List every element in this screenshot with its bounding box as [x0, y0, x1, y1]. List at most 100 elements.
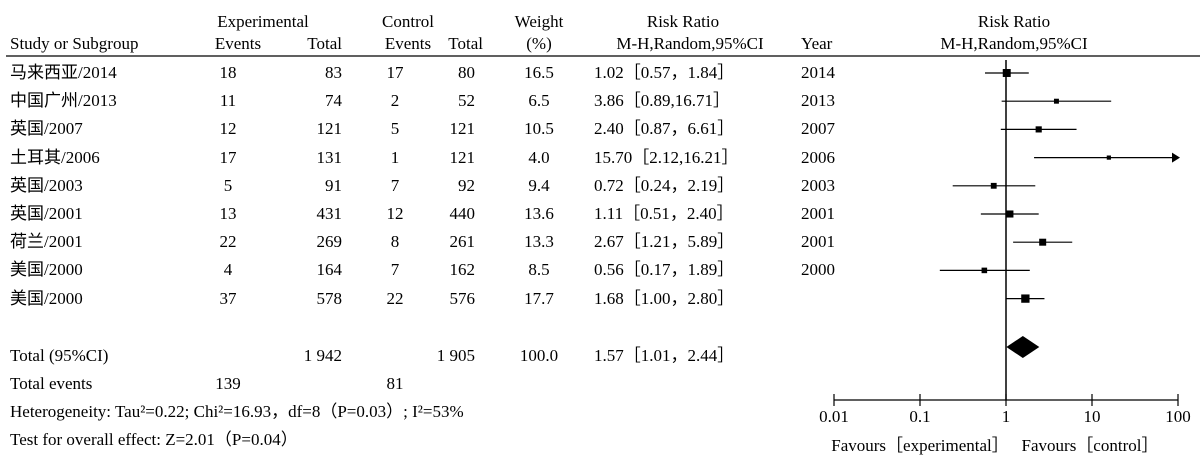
total-rr-text: 1.57［1.01，2.44］: [594, 346, 735, 365]
row-ctl-events: 7: [390, 260, 400, 280]
row-exp-total: 269: [316, 232, 343, 252]
row-rr-text: 1.68［1.00，2.80］: [594, 288, 735, 308]
row-study-name: 中国广州/2013: [10, 91, 117, 111]
row-ctl-events: 12: [386, 204, 404, 223]
row-year: 2006: [801, 147, 835, 167]
row-study-name: 英国/2007: [10, 119, 83, 139]
header-ctl-events: Events: [384, 34, 432, 53]
row-rr-text: 1.11［0.51，2.40］: [594, 204, 734, 223]
row-ctl-events: 5: [390, 119, 400, 139]
header-control: Control: [382, 12, 434, 31]
row-exp-events: 37: [219, 288, 237, 308]
row-study-name: 美国/2000: [10, 260, 83, 280]
row-exp-total: 91: [325, 175, 342, 195]
total-label: Total (95%CI): [10, 346, 109, 365]
row-rr-text: 2.67［1.21，5.89］: [594, 232, 735, 252]
row-weight: 17.7: [524, 288, 554, 308]
row-ctl-events: 8: [390, 232, 400, 252]
header-risk-ratio: Risk Ratio: [646, 12, 720, 31]
point-estimate: [1053, 98, 1059, 104]
row-exp-total: 431: [316, 204, 343, 223]
header-study: Study or Subgroup: [10, 34, 139, 53]
row-exp-events: 12: [219, 119, 237, 139]
row-weight: 16.5: [524, 63, 554, 82]
row-rr-text: 2.40［0.87，6.61］: [594, 119, 735, 139]
row-ctl-total: 52: [458, 91, 475, 111]
row-weight: 9.4: [528, 175, 550, 195]
row-study-name: 英国/2003: [10, 175, 83, 195]
point-estimate: [1002, 69, 1011, 77]
row-exp-total: 131: [316, 147, 343, 167]
total-ctl-total: 1 905: [436, 346, 475, 365]
point-estimate: [981, 267, 988, 274]
row-year: 2003: [801, 175, 835, 195]
row-study-name: 马来西亚/2014: [10, 63, 117, 82]
row-exp-events: 17: [219, 147, 237, 167]
row-weight: 4.0: [528, 147, 550, 167]
row-weight: 8.5: [528, 260, 550, 280]
total-exp-total: 1 942: [303, 346, 342, 365]
row-weight: 13.6: [524, 204, 554, 223]
x-tick-label: 0.1: [909, 407, 931, 426]
total-events-exp: 139: [215, 374, 241, 393]
total-events-ctl: 81: [386, 374, 404, 393]
point-estimate: [1035, 126, 1042, 133]
header-weight: Weight: [514, 12, 564, 31]
row-exp-total: 74: [325, 91, 342, 111]
row-rr-text: 3.86［0.89,16.71］: [594, 91, 730, 111]
row-ctl-events: 17: [386, 63, 404, 82]
row-ctl-total: 162: [449, 260, 476, 280]
header-exp-total: Total: [307, 34, 342, 53]
row-weight: 6.5: [528, 91, 550, 111]
point-estimate: [990, 182, 997, 189]
row-exp-total: 83: [325, 63, 342, 82]
row-exp-total: 164: [316, 260, 343, 280]
row-year: 2001: [801, 232, 835, 252]
heterogeneity-text: Heterogeneity: Tau²=0.22; Chi²=16.93，df=…: [10, 402, 464, 421]
pooled-diamond: [1006, 336, 1040, 358]
row-rr-text: 0.56［0.17，1.89］: [594, 260, 735, 280]
favours-control-label: Favours［control］: [1021, 436, 1159, 455]
row-ctl-total: 92: [458, 175, 475, 195]
row-ctl-total: 121: [449, 119, 476, 139]
row-study-name: 英国/2001: [10, 204, 83, 223]
row-study-name: 土耳其/2006: [10, 147, 100, 167]
point-estimate: [1021, 294, 1030, 303]
x-tick-label: 0.01: [819, 407, 849, 426]
plot-method: M-H,Random,95%CI: [940, 34, 1088, 53]
row-ctl-events: 7: [390, 175, 400, 195]
header-rr-method: M-H,Random,95%CI: [616, 34, 764, 53]
row-weight: 13.3: [524, 232, 554, 252]
row-weight: 10.5: [524, 119, 554, 139]
row-year: 2013: [801, 91, 835, 111]
row-year: 2007: [801, 119, 835, 139]
plot-title: Risk Ratio: [977, 12, 1051, 31]
row-ctl-total: 121: [449, 147, 476, 167]
point-estimate: [1006, 210, 1014, 218]
row-exp-total: 121: [316, 119, 343, 139]
point-estimate: [1106, 155, 1111, 160]
row-ctl-events: 22: [386, 288, 404, 308]
row-exp-total: 578: [316, 288, 343, 308]
row-rr-text: 1.02［0.57，1.84］: [594, 63, 735, 82]
header-ctl-total: Total: [448, 34, 483, 53]
row-ctl-total: 576: [449, 288, 476, 308]
header-experimental: Experimental: [217, 12, 309, 31]
row-exp-events: 13: [219, 204, 237, 223]
row-exp-events: 5: [223, 175, 233, 195]
ci-arrow: [1172, 152, 1180, 163]
favours-experimental-label: Favours［experimental］: [831, 436, 1009, 455]
row-ctl-total: 80: [458, 63, 475, 82]
row-year: 2000: [801, 260, 835, 280]
x-tick-label: 10: [1083, 407, 1101, 426]
total-events-label: Total events: [10, 374, 93, 393]
row-ctl-events: 1: [390, 147, 400, 167]
row-exp-events: 18: [219, 63, 237, 82]
row-study-name: 美国/2000: [10, 288, 83, 308]
header-year: Year: [801, 34, 833, 53]
row-exp-events: 11: [219, 91, 237, 111]
row-year: 2014: [801, 63, 835, 82]
x-tick-label: 1: [1001, 407, 1011, 426]
